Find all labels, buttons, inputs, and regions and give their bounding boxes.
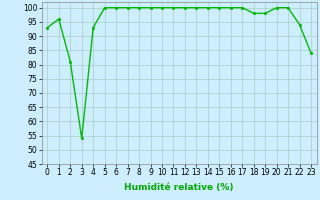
X-axis label: Humidité relative (%): Humidité relative (%) [124, 183, 234, 192]
